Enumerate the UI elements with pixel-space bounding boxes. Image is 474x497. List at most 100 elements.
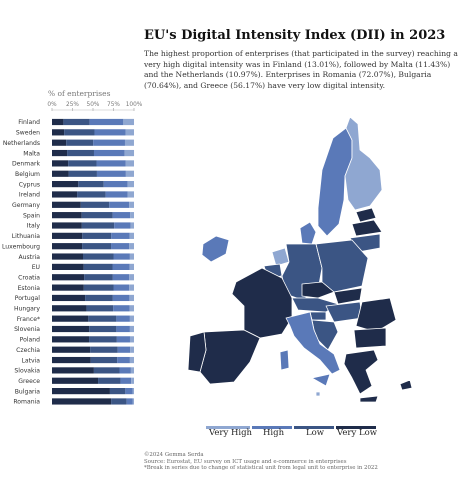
x-tick-label: 0% <box>47 102 57 108</box>
x-tick-label: 75% <box>107 102 120 108</box>
map-region-cyprus <box>399 379 413 391</box>
x-tick-label: 25% <box>66 102 79 108</box>
bar-segment <box>52 160 69 167</box>
map-region-malta <box>315 391 321 397</box>
bar-segment <box>129 243 134 250</box>
category-label: Hungary <box>14 306 40 313</box>
bar-segment <box>82 243 112 250</box>
bar-segment <box>52 232 83 239</box>
category-label: Estonia <box>18 285 41 292</box>
category-label: Lithuania <box>12 233 40 240</box>
page-subtitle: The highest proportion of enterprises (t… <box>144 49 458 90</box>
bar-segment <box>117 356 130 364</box>
bar-segment <box>125 129 134 136</box>
page-title: EU's Digital Intensity Index (DII) in 20… <box>144 28 446 43</box>
bar-segment <box>112 274 130 281</box>
bar-segment <box>52 129 65 136</box>
bar-segment <box>52 139 67 146</box>
bar-segment <box>80 201 110 208</box>
category-label: Austria <box>18 254 40 261</box>
x-tick-label: 50% <box>87 102 100 108</box>
category-label: Ireland <box>19 192 40 199</box>
map-region-estonia <box>355 207 377 223</box>
bar-segment <box>127 181 134 188</box>
bar-segment <box>81 212 113 219</box>
bar-segment <box>94 129 126 136</box>
bar-segment <box>129 294 134 302</box>
credit-text: ©2024 Gemma Serda <box>144 452 204 458</box>
map-region-slovakia <box>333 287 363 305</box>
bar-segment <box>112 212 131 219</box>
legend-swatch-very-high <box>206 426 250 429</box>
bar-segment <box>88 315 117 322</box>
legend-swatch-high <box>252 426 292 429</box>
bar-segment <box>117 346 131 353</box>
bar-segment <box>93 367 120 374</box>
bar-segment <box>93 139 125 146</box>
bar-segment <box>78 181 104 188</box>
bar-segment <box>52 284 84 291</box>
bar-segment <box>132 398 134 405</box>
map-region-bulgaria <box>353 327 387 349</box>
category-label: Malta <box>23 150 40 157</box>
map-region-italy <box>285 311 341 375</box>
category-label: Slovenia <box>14 326 40 333</box>
category-label: Croatia <box>18 274 40 281</box>
category-label: Netherlands <box>3 140 40 147</box>
map-region-latvia <box>351 219 383 237</box>
bar-segment <box>124 139 134 146</box>
bar-segment <box>85 294 113 302</box>
bar-segment <box>52 118 64 126</box>
map-region-sardinia <box>279 349 290 371</box>
bar-segment <box>125 388 133 395</box>
bar-segment <box>52 346 91 353</box>
category-label: Poland <box>20 337 40 344</box>
bar-segment <box>52 263 84 270</box>
category-label: EU <box>32 264 40 271</box>
map-region-greece <box>343 349 379 395</box>
bar-segment <box>129 325 134 333</box>
bar-segment <box>52 243 83 250</box>
bar-segment <box>112 263 130 270</box>
bar-segment <box>120 377 132 384</box>
bar-segment <box>52 294 86 302</box>
bar-segment <box>83 263 113 270</box>
map-region-ireland <box>201 235 230 263</box>
bar-segment <box>109 388 126 395</box>
bar-segment <box>113 253 130 260</box>
category-label: Cyprus <box>19 181 40 188</box>
bar-segment <box>111 243 130 250</box>
bar-segment <box>63 118 90 126</box>
bar-segment <box>52 181 79 188</box>
bar-segment <box>129 305 134 312</box>
bar-segment <box>66 139 94 146</box>
legend-swatch-very-low <box>336 426 376 429</box>
bar-segment <box>96 170 126 177</box>
bar-segment <box>129 315 134 322</box>
bar-segment <box>52 201 81 208</box>
chart-footer: ©2024 Gemma Serda Source: Eurostat, EU s… <box>144 452 378 472</box>
category-label: Slovakia <box>14 368 40 375</box>
map-region-hungary <box>325 301 363 323</box>
bar-segment <box>105 191 128 198</box>
map-region-crete <box>359 395 379 403</box>
bar-segment <box>52 253 83 260</box>
source-text: Source: Eurostat, EU survey on ICT usage… <box>144 458 347 465</box>
category-label: Spain <box>23 212 40 219</box>
bar-segment <box>84 274 113 281</box>
category-label: Italy <box>27 223 41 230</box>
map-region-finland <box>344 116 383 211</box>
map-region-spain <box>199 329 261 385</box>
bar-segment <box>111 398 127 405</box>
bar-segment <box>129 232 134 239</box>
bar-segment <box>81 222 115 229</box>
bar-segment <box>131 377 134 384</box>
bar-segment <box>89 325 117 333</box>
legend-label-very-high: Very High <box>209 428 253 438</box>
bar-segment <box>114 222 131 229</box>
category-label: Czechia <box>16 347 40 354</box>
bar-segment <box>123 118 135 126</box>
bar-segment <box>83 284 114 291</box>
note-text: *Break in series due to change of statis… <box>144 465 378 472</box>
